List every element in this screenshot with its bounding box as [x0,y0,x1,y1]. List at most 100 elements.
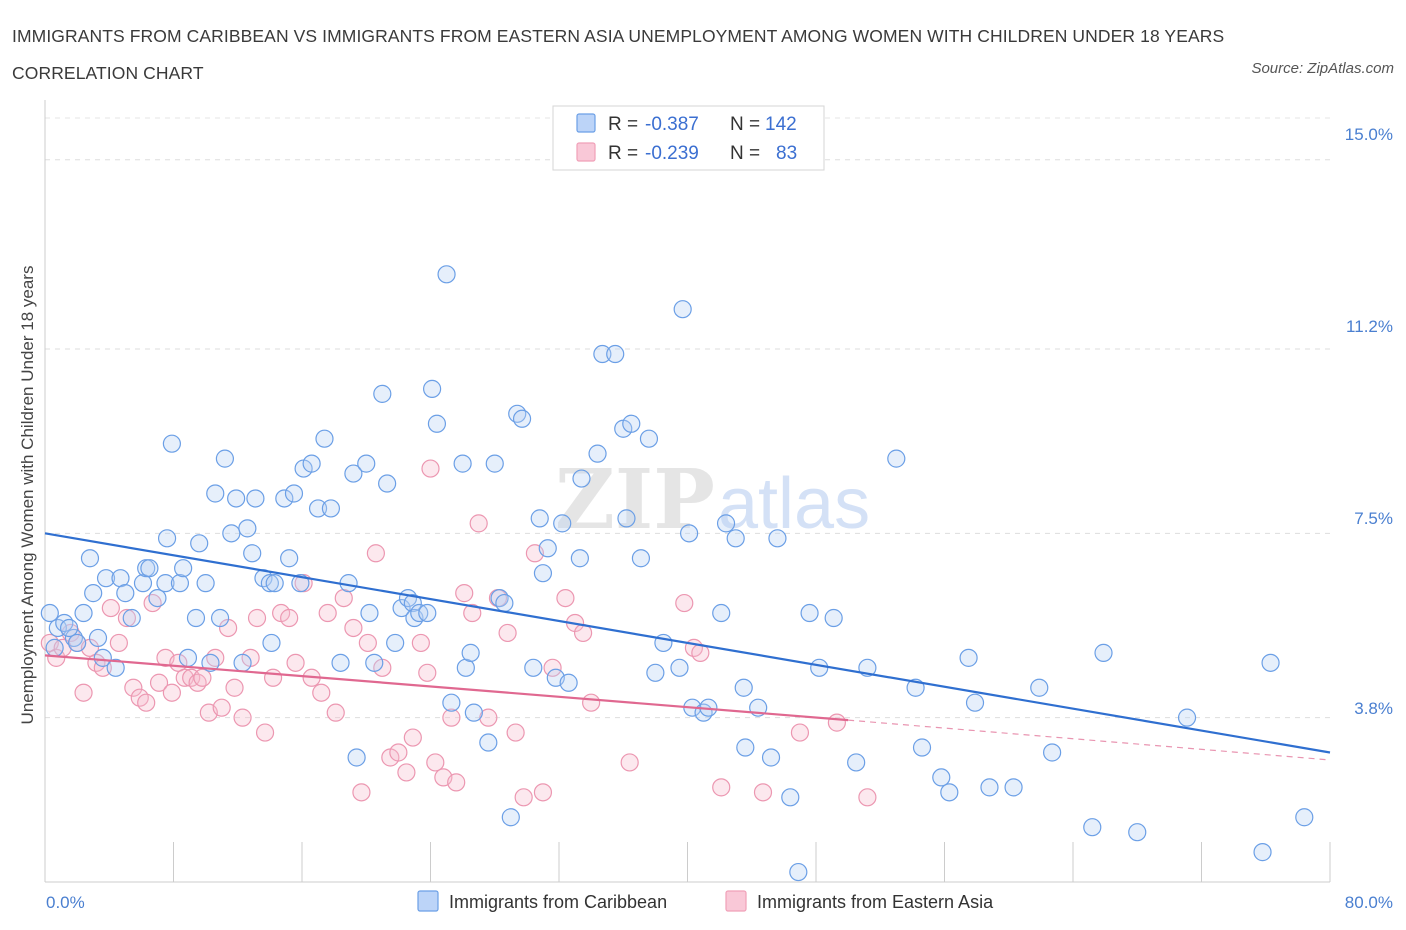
point-caribbean [800,603,819,623]
point-eastern-asia [233,708,252,727]
point-eastern-asia [286,653,305,672]
point-caribbean [680,524,699,543]
point-caribbean [315,429,334,448]
point-caribbean [501,808,520,827]
bottom-legend-swatch-caribbean [417,890,439,912]
point-caribbean [485,454,504,473]
point-caribbean [262,633,281,653]
point-eastern-asia [514,788,533,807]
point-eastern-asia [506,723,525,742]
point-caribbean [427,414,447,433]
point-caribbean [622,414,641,433]
point-caribbean [378,474,397,493]
x-tick-label: 0.0% [46,893,85,912]
point-eastern-asia [620,753,639,772]
point-caribbean [646,663,665,682]
point-caribbean [210,608,230,628]
point-caribbean [734,678,753,697]
point-caribbean [344,464,363,483]
point-caribbean [1030,678,1049,697]
point-caribbean [418,603,437,623]
point-caribbean [639,429,659,448]
point-caribbean [524,658,543,677]
point-caribbean [40,603,59,623]
point-eastern-asia [469,514,488,533]
point-caribbean [980,778,999,797]
point-eastern-asia [74,683,93,702]
point-caribbean [88,628,108,648]
point-caribbean [148,588,167,608]
point-caribbean [157,529,177,548]
point-caribbean [423,379,442,398]
bottom-legend-label-caribbean: Immigrants from Caribbean [449,892,667,912]
point-caribbean [461,643,480,662]
point-caribbean [716,514,736,533]
point-eastern-asia [827,713,846,732]
point-caribbean [357,454,376,473]
point-caribbean [768,529,787,548]
point-caribbean [265,574,284,593]
point-eastern-asia [533,783,553,802]
bottom-legend-label-eastern-asia: Immigrants from Eastern Asia [757,892,994,912]
point-caribbean [1177,708,1197,727]
y-axis-label: Unemployment Among Women with Children U… [18,266,37,725]
point-eastern-asia [358,633,377,653]
point-caribbean [215,449,234,468]
point-eastern-asia [479,708,498,727]
point-caribbean [847,753,866,772]
point-caribbean [572,469,591,488]
point-caribbean [559,673,578,692]
point-eastern-asia [397,763,416,782]
point-caribbean [726,529,745,548]
point-caribbean [761,748,781,767]
point-eastern-asia [418,663,437,682]
trend-lines [44,532,1331,761]
point-caribbean [1295,808,1314,827]
point-caribbean [588,444,607,463]
point-caribbean [196,574,215,593]
point-caribbean [260,574,279,593]
point-caribbean [442,693,461,712]
point-eastern-asia [403,728,422,747]
legend-r-value: -0.239 [645,143,699,164]
point-eastern-asia [318,603,337,623]
legend-r-value: -0.387 [645,114,699,135]
watermark-zip: ZIP [555,452,715,548]
point-caribbean [68,633,87,653]
point-caribbean [116,584,135,603]
y-tick-label: 15.0% [1345,125,1393,144]
point-caribbean [308,499,328,518]
legend: R = -0.387 N = 142 R = -0.239 N = 83 [552,105,825,171]
point-caribbean [1253,843,1272,862]
point-caribbean [331,653,350,672]
trend-line-eastern-asia-extension [848,719,1331,761]
point-caribbean [533,564,553,583]
point-eastern-asia [225,678,244,697]
point-eastern-asia [263,668,283,687]
y-tick-label: 11.2% [1346,317,1393,336]
watermark-atlas: atlas [718,464,870,544]
legend-r-label: R = [608,143,638,164]
point-caribbean [170,574,190,593]
x-tick-label: 80.0% [1345,893,1393,912]
point-eastern-asia [149,673,169,692]
point-caribbean [392,598,411,618]
point-caribbean [275,489,294,508]
point-caribbean [479,733,498,752]
point-caribbean [206,484,225,503]
point-eastern-asia [675,593,694,613]
point-caribbean [1261,653,1280,672]
point-caribbean [631,549,651,568]
point-caribbean [538,539,557,558]
point-eastern-asia [447,773,466,792]
point-eastern-asia [312,683,331,702]
point-eastern-asia [463,603,482,623]
point-caribbean [1004,778,1023,797]
point-caribbean [222,524,241,543]
point-caribbean [940,783,959,802]
point-caribbean [530,509,549,528]
point-caribbean [553,514,572,533]
point-caribbean [190,534,209,553]
legend-swatch-caribbean [576,113,596,133]
